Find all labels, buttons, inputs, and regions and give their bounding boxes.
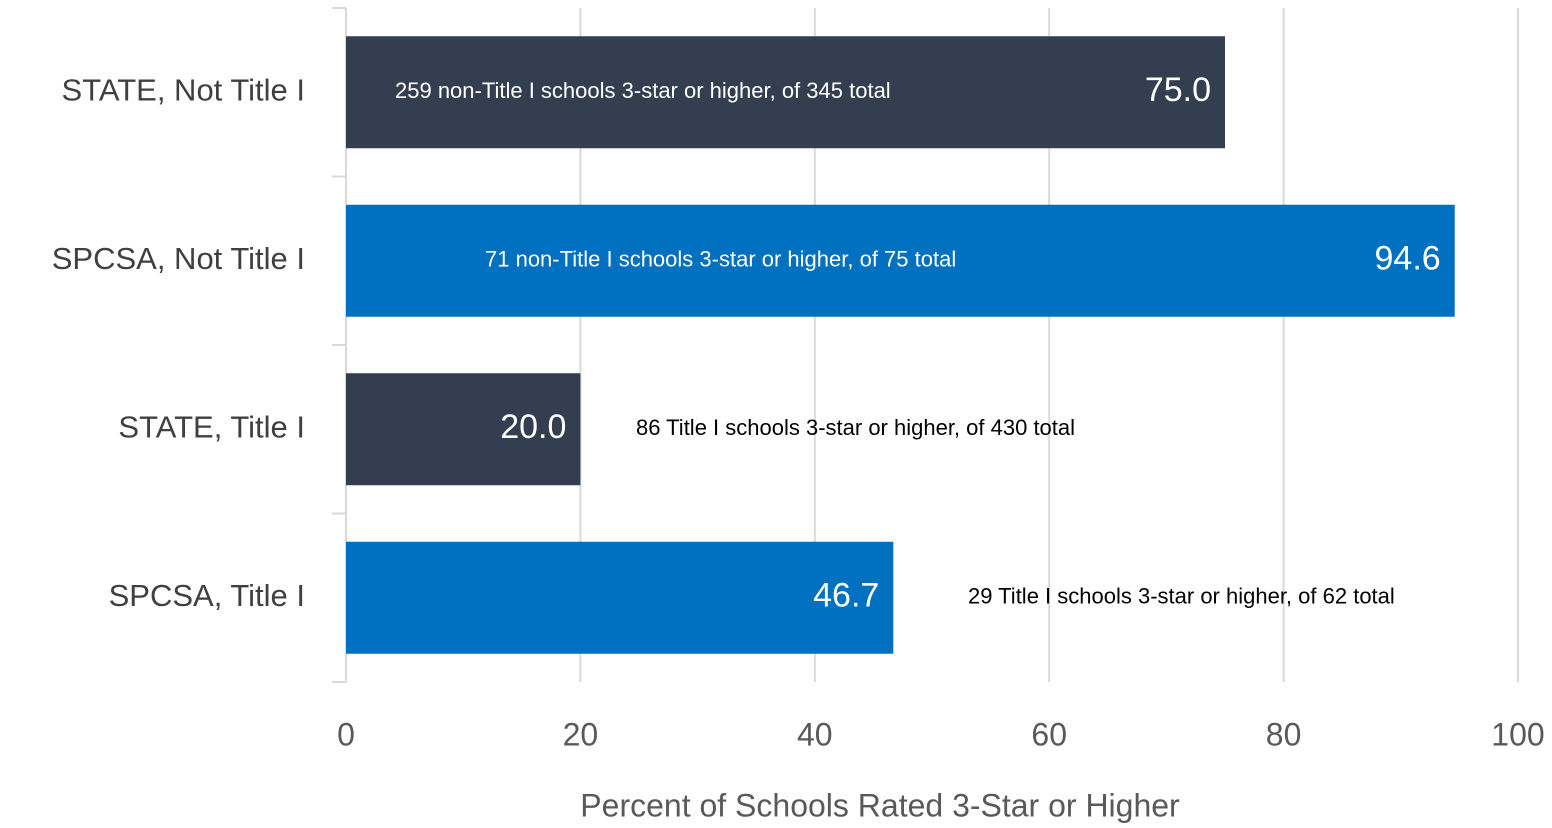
value-label: 94.6	[1375, 240, 1441, 278]
y-tick-label: SPCSA, Title I	[109, 578, 305, 613]
value-label: 46.7	[813, 577, 879, 615]
annotation: 71 non-Title I schools 3-star or higher,…	[485, 247, 956, 272]
x-axis-title: Percent of Schools Rated 3-Star or Highe…	[580, 787, 1180, 823]
x-tick-label: 100	[1491, 716, 1544, 752]
x-tick-label: 40	[797, 716, 833, 752]
y-tick-label: STATE, Not Title I	[62, 72, 305, 107]
x-tick-label: 80	[1266, 716, 1302, 752]
bar	[346, 373, 581, 486]
y-tick-label: STATE, Title I	[118, 409, 305, 444]
value-label: 20.0	[500, 408, 566, 446]
bar	[346, 36, 1225, 149]
annotation: 259 non-Title I schools 3-star or higher…	[395, 78, 891, 103]
x-tick-label: 60	[1031, 716, 1067, 752]
y-tick-label: SPCSA, Not Title I	[52, 241, 305, 276]
annotation: 86 Title I schools 3-star or higher, of …	[636, 415, 1075, 440]
bar	[346, 541, 894, 654]
x-tick-label: 0	[337, 716, 355, 752]
value-label: 75.0	[1145, 71, 1211, 109]
annotation: 29 Title I schools 3-star or higher, of …	[968, 584, 1395, 609]
x-tick-label: 20	[563, 716, 599, 752]
bar	[346, 204, 1455, 317]
